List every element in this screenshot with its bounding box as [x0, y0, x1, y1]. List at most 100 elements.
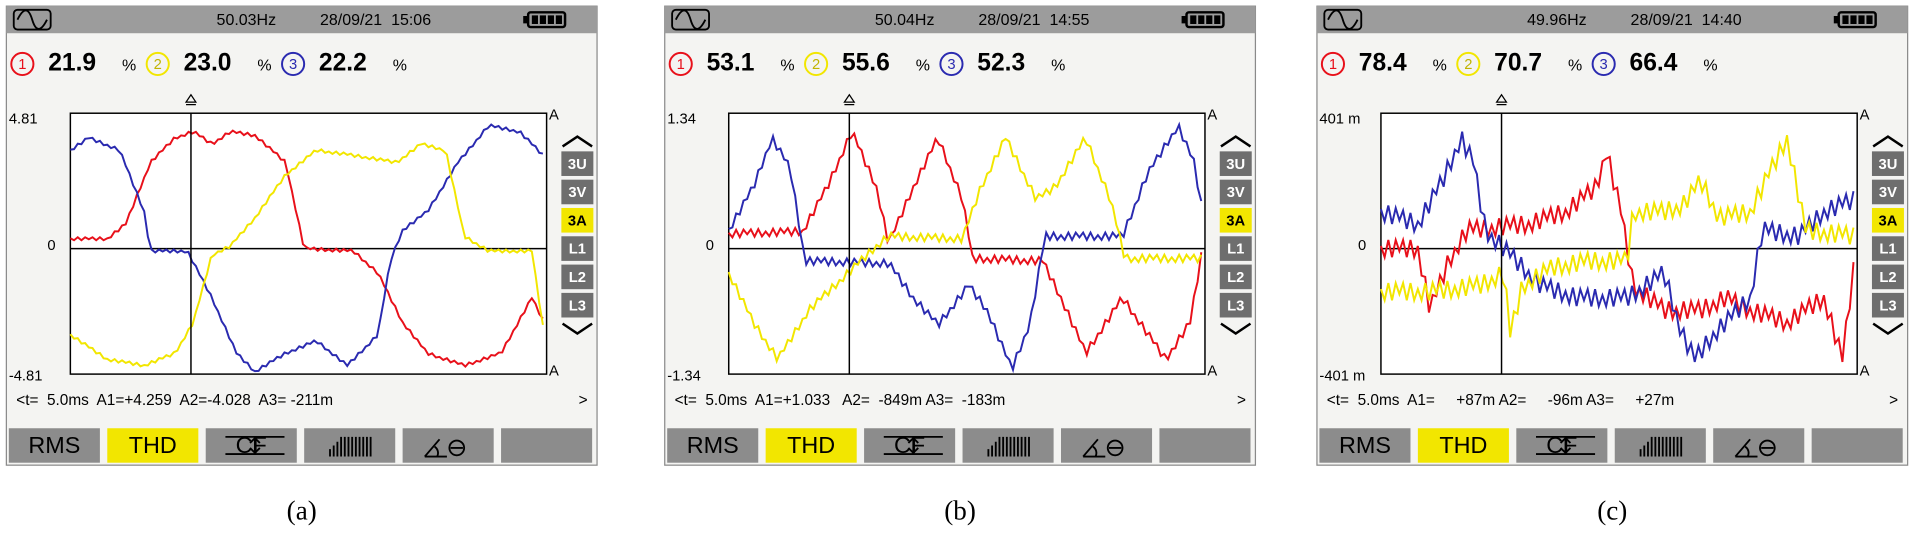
phase-circle	[448, 439, 466, 457]
channel-number: 1	[677, 57, 685, 73]
channel-button[interactable]	[1219, 292, 1252, 318]
cursor-readout: <t= 5.0ms A1=+1.033 A2= -849m A3= -183m	[675, 392, 1006, 409]
channel-button-label: L1	[569, 242, 586, 258]
scale-top: 1.34	[667, 111, 696, 127]
channel-number: 2	[812, 57, 820, 73]
cursor-icon	[883, 435, 943, 456]
channel-button-label: L3	[1879, 298, 1896, 314]
menu-button[interactable]	[1417, 428, 1509, 463]
channel-button[interactable]	[1871, 264, 1904, 290]
menu-button[interactable]	[501, 428, 593, 463]
scroll-down	[561, 322, 593, 335]
unit-top: A	[1207, 108, 1217, 124]
channel-button-label: 3U	[1226, 157, 1245, 173]
thd-value: 66.4	[1630, 49, 1678, 76]
caption: (c)	[1597, 495, 1627, 525]
analyzer-screen: 49.96Hz 28/09/21 14:40 1 78.4% 2 70.7% 3 66.4 % 4…	[1316, 5, 1909, 525]
thd-unit: %	[780, 58, 794, 75]
menu-button[interactable]	[667, 428, 759, 463]
menu-label: RMS	[687, 432, 739, 458]
channel-button[interactable]	[1219, 236, 1252, 261]
menu-button[interactable]	[1516, 428, 1608, 463]
channel-circle	[10, 51, 35, 77]
channel-button-label: L1	[1879, 242, 1896, 258]
scroll-up	[561, 135, 593, 148]
menu-button[interactable]	[962, 428, 1054, 463]
channel-button[interactable]	[1219, 207, 1252, 233]
thd-value: 21.9	[48, 49, 96, 76]
channel-button-label: 3V	[1227, 185, 1245, 201]
channel-circle	[668, 51, 693, 77]
channel-button[interactable]	[561, 236, 594, 261]
frequency: 50.04Hz	[875, 12, 935, 29]
thd-unit: %	[1433, 58, 1447, 75]
channel-button[interactable]	[1871, 151, 1904, 176]
bars-icon	[329, 436, 372, 457]
menu-button[interactable]	[107, 428, 199, 463]
menu-button[interactable]	[1614, 428, 1706, 463]
battery-tip	[1833, 15, 1839, 24]
channel-button[interactable]	[561, 151, 594, 176]
channel-button[interactable]	[561, 179, 594, 205]
channel-button[interactable]	[1219, 151, 1252, 176]
status-bar	[664, 6, 1256, 34]
channel-number: 3	[947, 57, 955, 73]
channel-button[interactable]	[1871, 179, 1904, 205]
battery-cell	[555, 15, 562, 24]
phase-icon	[1082, 438, 1106, 458]
battery-cell	[1858, 15, 1865, 24]
cursor-icon	[1535, 435, 1596, 456]
cursor-readout: <t= 5.0ms A1= +87m A2= -96m A3= +27m	[1327, 392, 1674, 409]
scale-bottom: -401 m	[1319, 368, 1365, 384]
thd-unit: %	[1051, 58, 1065, 75]
waveform	[69, 142, 544, 368]
menu-button[interactable]	[304, 428, 396, 463]
menu-button[interactable]	[1319, 428, 1411, 463]
date-time: 28/09/21 14:55	[978, 12, 1089, 29]
channel-button-label: L2	[1227, 270, 1244, 286]
waveform	[728, 121, 1203, 374]
waveform	[1380, 155, 1855, 363]
channel-button[interactable]	[561, 207, 594, 233]
waveform	[727, 135, 1203, 365]
menu-button[interactable]	[864, 428, 956, 463]
sine-icon	[1327, 9, 1359, 30]
waveform	[70, 123, 544, 373]
channel-button[interactable]	[1871, 236, 1904, 261]
menu-label: RMS	[28, 432, 80, 458]
battery-cell	[1206, 15, 1213, 24]
thd-unit: %	[916, 58, 930, 75]
waveform-mode-icon	[1323, 8, 1363, 31]
menu-button[interactable]	[1811, 428, 1903, 463]
channel-button[interactable]	[1871, 207, 1904, 233]
bars-icon	[987, 436, 1030, 457]
menu-button[interactable]	[1060, 428, 1153, 463]
channel-button-label: L3	[569, 298, 586, 314]
menu-button[interactable]	[205, 428, 297, 463]
menu-button[interactable]	[1159, 428, 1251, 463]
battery-cell	[1842, 15, 1849, 24]
menu-button[interactable]	[8, 428, 100, 463]
menu-button[interactable]	[1713, 428, 1805, 463]
channel-circle	[804, 51, 829, 77]
channel-button-label: 3A	[1226, 213, 1245, 229]
channel-button[interactable]	[1219, 179, 1252, 205]
waveforms	[1379, 131, 1855, 363]
channel-circle	[1591, 51, 1616, 77]
battery-cell	[1214, 15, 1221, 24]
menu-button[interactable]	[765, 428, 857, 463]
channel-number: 3	[289, 57, 297, 73]
thd-value: 53.1	[707, 49, 755, 76]
channel-button[interactable]	[561, 264, 594, 290]
channel-button[interactable]	[561, 292, 594, 318]
unit-bottom: A	[549, 364, 559, 380]
channel-button-label: 3A	[568, 213, 587, 229]
channel-button-label: L1	[1227, 242, 1244, 258]
thd-value: 23.0	[184, 49, 232, 76]
channel-button[interactable]	[1871, 292, 1904, 318]
scale-zero: 0	[706, 238, 714, 254]
channel-button[interactable]	[1219, 264, 1252, 290]
menu-label: THD	[129, 432, 177, 458]
unit-top: A	[1860, 108, 1870, 124]
menu-button[interactable]	[402, 428, 494, 463]
